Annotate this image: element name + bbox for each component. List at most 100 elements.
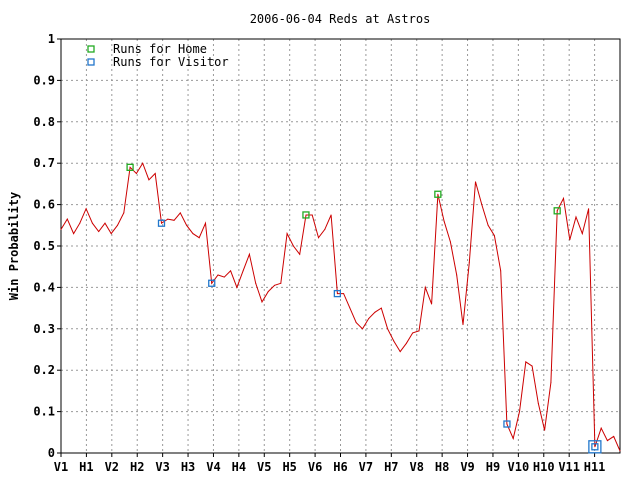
data-point	[343, 293, 345, 295]
data-point	[405, 342, 407, 344]
data-point	[481, 204, 483, 206]
data-point	[311, 214, 313, 216]
x-tick-label: V8	[410, 460, 424, 474]
data-point	[493, 235, 495, 237]
event-marker	[126, 163, 134, 171]
data-point	[98, 231, 100, 233]
event-marker	[333, 289, 342, 298]
x-tick-label: V11	[558, 460, 580, 474]
event-marker	[503, 420, 511, 428]
x-tick-label: V10	[508, 460, 530, 474]
data-point	[117, 224, 119, 226]
data-point	[619, 450, 621, 452]
data-point	[562, 197, 564, 199]
data-point	[173, 219, 175, 221]
x-tick-label: H5	[282, 460, 296, 474]
data-point	[355, 322, 357, 324]
data-point	[606, 440, 608, 442]
y-tick-label: 0.4	[33, 280, 55, 294]
data-point	[318, 237, 320, 239]
y-tick-label: 0.6	[33, 198, 55, 212]
data-point	[292, 245, 294, 247]
x-tick-label: H1	[79, 460, 93, 474]
data-point	[255, 282, 257, 284]
data-point	[248, 253, 250, 255]
data-point	[230, 270, 232, 272]
data-point	[437, 193, 439, 195]
data-point	[412, 332, 414, 334]
data-point	[280, 282, 282, 284]
x-tick-label: H8	[435, 460, 449, 474]
event-marker	[208, 279, 216, 287]
data-point	[500, 270, 502, 272]
data-point	[179, 212, 181, 214]
data-point	[242, 270, 244, 272]
data-point	[506, 423, 508, 425]
data-point	[299, 253, 301, 255]
data-point	[142, 162, 144, 164]
data-point	[160, 222, 162, 224]
data-point	[368, 317, 370, 319]
x-tick-label: V4	[206, 460, 220, 474]
data-point	[186, 224, 188, 226]
data-point	[519, 411, 521, 413]
data-point	[73, 233, 75, 235]
data-point	[418, 330, 420, 332]
y-tick-label: 0.7	[33, 156, 55, 170]
data-point	[487, 224, 489, 226]
data-point	[217, 274, 219, 276]
data-point	[286, 233, 288, 235]
data-point	[330, 214, 332, 216]
legend-swatch	[87, 45, 95, 53]
data-point	[305, 214, 307, 216]
x-tick-label: V7	[359, 460, 373, 474]
data-point	[236, 286, 238, 288]
data-point	[198, 237, 200, 239]
event-marker	[157, 219, 166, 227]
y-tick-label: 0.5	[33, 239, 55, 253]
x-tick-label: H3	[181, 460, 195, 474]
x-tick-label: V2	[105, 460, 119, 474]
event-marker	[553, 207, 561, 215]
y-tick-label: 0.1	[33, 405, 55, 419]
y-tick-label: 0	[48, 446, 55, 460]
x-tick-label: H7	[384, 460, 398, 474]
data-point	[123, 212, 125, 214]
data-point	[336, 293, 338, 295]
data-point	[443, 220, 445, 222]
x-tick-label: V9	[460, 460, 474, 474]
data-point	[380, 307, 382, 309]
data-point	[613, 435, 615, 437]
data-point	[60, 228, 62, 230]
data-point	[456, 274, 458, 276]
data-point	[324, 228, 326, 230]
data-point	[79, 222, 81, 224]
event-markers	[126, 163, 602, 454]
data-point	[148, 179, 150, 181]
data-point	[223, 276, 225, 278]
data-point	[361, 328, 363, 330]
legend-label: Runs for Home	[113, 42, 207, 56]
data-point	[261, 301, 263, 303]
data-point	[581, 233, 583, 235]
data-point	[204, 222, 206, 224]
data-point	[85, 208, 87, 210]
event-marker	[434, 190, 442, 198]
data-point	[387, 328, 389, 330]
data-point	[431, 303, 433, 305]
data-point	[512, 438, 514, 440]
x-tick-label: H11	[584, 460, 606, 474]
data-point	[211, 282, 213, 284]
x-tick-label: V6	[308, 460, 322, 474]
event-marker	[302, 211, 310, 219]
data-point	[399, 351, 401, 353]
data-point	[104, 222, 106, 224]
x-tick-label: H2	[130, 460, 144, 474]
data-point	[550, 382, 552, 384]
plot-frame	[60, 38, 621, 454]
data-point	[154, 173, 156, 175]
chart-title: 2006-06-04 Reds at Astros	[250, 12, 431, 26]
x-tick-label: V1	[54, 460, 68, 474]
y-tick-labels: 0 0.1 0.2 0.3 0.4 0.5 0.6 0.7 0.8 0.9 1	[33, 32, 55, 460]
